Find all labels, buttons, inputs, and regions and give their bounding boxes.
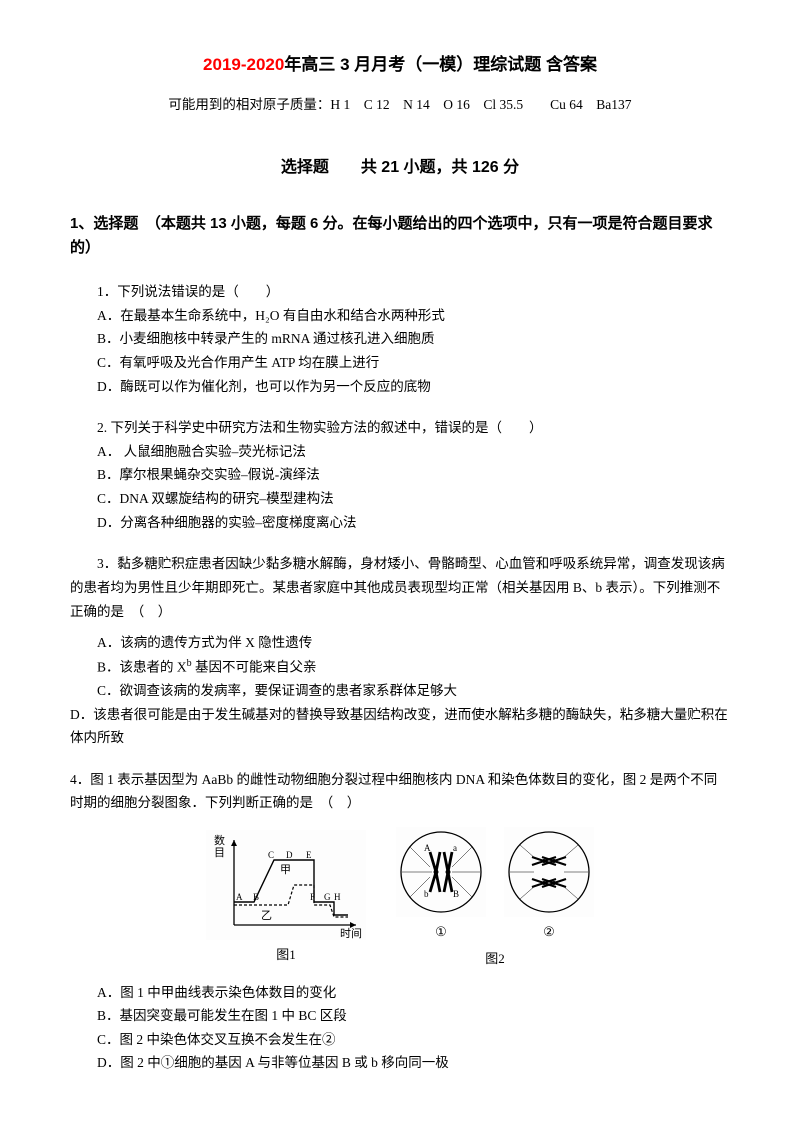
figure-container: 数 目 时间 A B C D E F G H 甲 乙 图1 xyxy=(70,827,730,971)
q2-option-b: B．摩尔根果蝇杂交实验–假说-演绎法 xyxy=(70,463,730,487)
cell2-label: ② xyxy=(543,921,555,944)
figure-2-label: 图2 xyxy=(485,948,505,971)
q2-option-d: D．分离各种细胞器的实验–密度梯度离心法 xyxy=(70,511,730,535)
svg-text:F: F xyxy=(310,892,315,902)
question-3: 3．黏多糖贮积症患者因缺少黏多糖水解酶，身材矮小、骨骼畸型、心血管和呼吸系统异常… xyxy=(70,552,730,750)
q2-stem: 2. 下列关于科学史中研究方法和生物实验方法的叙述中，错误的是（ ） xyxy=(70,416,730,440)
title-year: 2019-2020 xyxy=(203,55,284,74)
svg-text:E: E xyxy=(306,850,312,860)
question-1: 1．下列说法错误的是（ ） A．在最基本生命系统中，H₂O 有自由水和结合水两种… xyxy=(70,280,730,398)
title-rest: 年高三 3 月月考（一模）理综试题 含答案 xyxy=(284,55,597,74)
svg-text:A: A xyxy=(236,892,243,902)
svg-text:C: C xyxy=(268,850,274,860)
svg-text:甲: 甲 xyxy=(280,864,291,876)
q4-option-b: B．基因突变最可能发生在图 1 中 BC 区段 xyxy=(70,1004,730,1028)
svg-text:时间: 时间 xyxy=(340,927,362,940)
atomic-mass-info: 可能用到的相对原子质量：H 1 C 12 N 14 O 16 Cl 35.5 C… xyxy=(70,93,730,113)
q1-stem: 1．下列说法错误的是（ ） xyxy=(70,280,730,304)
cell-figure-1: A a b B xyxy=(396,827,486,917)
q3-option-d: D．该患者很可能是由于发生碱基对的替换导致基因结构改变，进而使水解粘多糖的酶缺失… xyxy=(70,703,730,750)
q1-option-c: C．有氧呼吸及光合作用产生 ATP 均在膜上进行 xyxy=(70,351,730,375)
page-title: 2019-2020年高三 3 月月考（一模）理综试题 含答案 xyxy=(70,50,730,75)
cell-figure-2 xyxy=(504,827,594,917)
q3b-post: 基因不可能来自父亲 xyxy=(192,659,317,674)
svg-text:B: B xyxy=(453,889,459,899)
q4-option-d: D．图 2 中①细胞的基因 A 与非等位基因 B 或 b 移向同一极 xyxy=(70,1051,730,1075)
q4-option-c: C．图 2 中染色体交叉互换不会发生在② xyxy=(70,1028,730,1052)
q3-option-b: B．该患者的 Xb 基因不可能来自父亲 xyxy=(70,655,730,679)
question-2: 2. 下列关于科学史中研究方法和生物实验方法的叙述中，错误的是（ ） A． 人鼠… xyxy=(70,416,730,534)
figure-1-label: 图1 xyxy=(276,944,296,967)
q3-option-c: C．欲调查该病的发病率，要保证调查的患者家系群体足够大 xyxy=(70,679,730,703)
svg-text:G: G xyxy=(324,892,331,902)
cell1-label: ① xyxy=(435,921,447,944)
svg-text:数: 数 xyxy=(214,834,225,847)
q2-option-c: C．DNA 双螺旋结构的研究–模型建构法 xyxy=(70,487,730,511)
q1-option-d: D．酶既可以作为催化剂，也可以作为另一个反应的底物 xyxy=(70,375,730,399)
question-intro: 1、选择题 （本题共 13 小题，每题 6 分。在每小题给出的四个选项中，只有一… xyxy=(70,212,730,260)
q2-option-a: A． 人鼠细胞融合实验–荧光标记法 xyxy=(70,440,730,464)
svg-text:乙: 乙 xyxy=(261,909,272,922)
question-4: 4．图 1 表示基因型为 AaBb 的雌性动物细胞分裂过程中细胞核内 DNA 和… xyxy=(70,768,730,1075)
q3b-pre: B．该患者的 X xyxy=(97,659,187,674)
q4-option-a: A．图 1 中甲曲线表示染色体数目的变化 xyxy=(70,981,730,1005)
svg-text:b: b xyxy=(424,889,429,899)
svg-text:B: B xyxy=(253,892,259,902)
svg-text:a: a xyxy=(453,843,457,853)
figure-1-box: 数 目 时间 A B C D E F G H 甲 乙 图1 xyxy=(206,830,366,967)
q1-option-a: A．在最基本生命系统中，H₂O 有自由水和结合水两种形式 xyxy=(70,304,730,328)
q3-stem: 3．黏多糖贮积症患者因缺少黏多糖水解酶，身材矮小、骨骼畸型、心血管和呼吸系统异常… xyxy=(70,552,730,623)
svg-text:目: 目 xyxy=(214,847,225,859)
figure-2-box: A a b B ① xyxy=(396,827,594,971)
section-header: 选择题 共 21 小题，共 126 分 xyxy=(70,153,730,177)
graph-figure-1: 数 目 时间 A B C D E F G H 甲 乙 xyxy=(206,830,366,940)
svg-text:H: H xyxy=(334,892,341,902)
q1-option-b: B．小麦细胞核中转录产生的 mRNA 通过核孔进入细胞质 xyxy=(70,327,730,351)
q4-stem: 4．图 1 表示基因型为 AaBb 的雌性动物细胞分裂过程中细胞核内 DNA 和… xyxy=(70,768,730,815)
q3-option-a: A．该病的遗传方式为伴 X 隐性遗传 xyxy=(70,631,730,655)
svg-text:D: D xyxy=(286,850,293,860)
svg-text:A: A xyxy=(424,843,431,853)
